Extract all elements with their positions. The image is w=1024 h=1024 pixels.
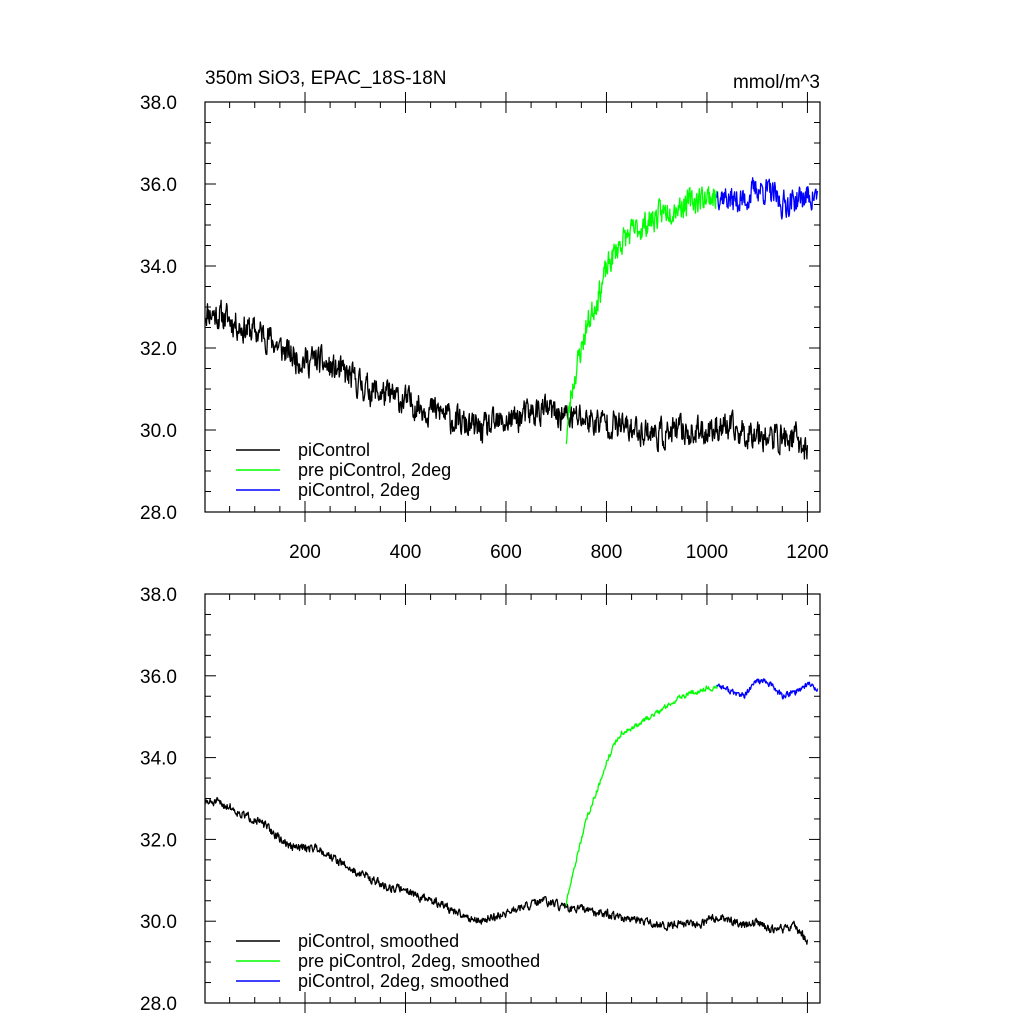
series-line	[716, 678, 819, 700]
legend-label: piControl, 2deg, smoothed	[298, 971, 509, 991]
y-tick-label: 38.0	[140, 585, 177, 606]
legend-label: piControl, smoothed	[298, 931, 459, 951]
y-tick-label: 30.0	[140, 912, 177, 933]
legend-label: pre piControl, 2deg, smoothed	[298, 951, 540, 971]
series-line	[565, 684, 718, 906]
y-tick-label: 28.0	[140, 994, 177, 1015]
y-tick-label: 36.0	[140, 667, 177, 688]
x-tick-label: 600	[490, 542, 522, 563]
y-tick-label: 32.0	[140, 830, 177, 851]
y-tick-label: 34.0	[140, 257, 177, 278]
units-label: mmol/m^3	[733, 72, 820, 93]
y-tick-label: 30.0	[140, 421, 177, 442]
y-tick-label: 32.0	[140, 339, 177, 360]
x-tick-label: 800	[591, 542, 623, 563]
y-tick-label: 38.0	[140, 93, 177, 114]
legend-label: pre piControl, 2deg	[298, 460, 451, 480]
series-line	[204, 796, 809, 945]
y-tick-label: 34.0	[140, 749, 177, 770]
legend-label: piControl	[298, 440, 370, 460]
y-tick-label: 36.0	[140, 175, 177, 196]
x-tick-label: 200	[289, 542, 321, 563]
series-line	[565, 186, 718, 445]
x-tick-label: 1000	[686, 542, 728, 563]
y-tick-label: 28.0	[140, 503, 177, 524]
x-tick-label: 400	[390, 542, 422, 563]
legend-label: piControl, 2deg	[298, 480, 420, 500]
x-tick-label: 1200	[786, 542, 828, 563]
series-line	[716, 177, 819, 220]
top-panel: 28.0 30.0 32.0 34.0 36.0 38.0 200 400 600 800 1000…	[140, 92, 829, 563]
series-line	[204, 299, 809, 460]
bottom-panel: 28.0 30.0 32.0 34.0 36.0 38.0 piControl, smoot…	[140, 584, 821, 1015]
plot-title: 350m SiO3, EPAC_18S-18N	[205, 68, 447, 89]
